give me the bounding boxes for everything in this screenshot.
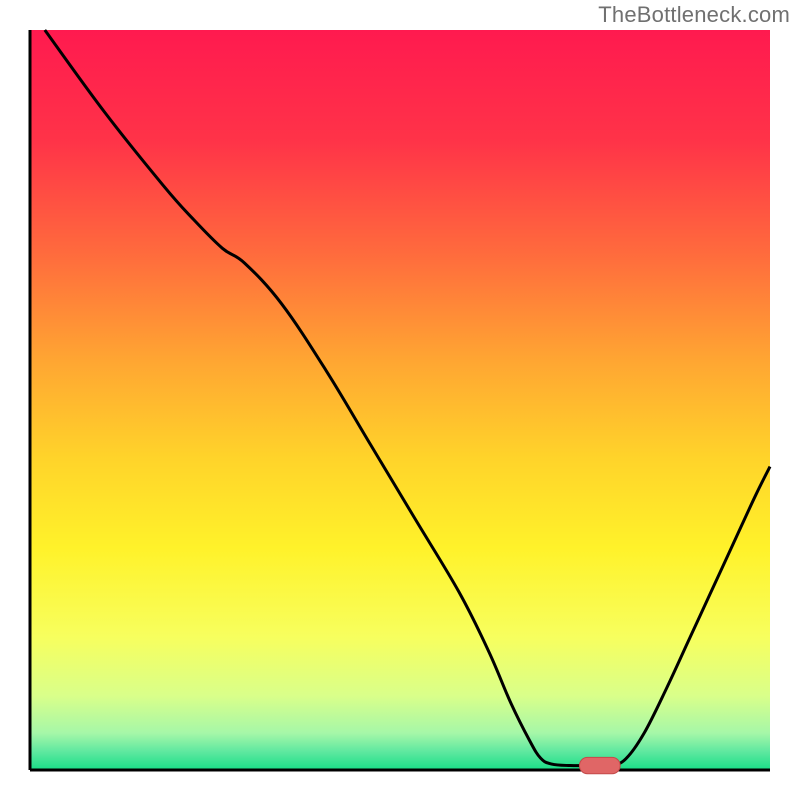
chart-container: TheBottleneck.com: [0, 0, 800, 800]
watermark-label: TheBottleneck.com: [598, 2, 790, 28]
bottleneck-chart: [30, 30, 770, 770]
chart-background-gradient: [30, 30, 770, 770]
optimal-marker: [579, 757, 620, 773]
